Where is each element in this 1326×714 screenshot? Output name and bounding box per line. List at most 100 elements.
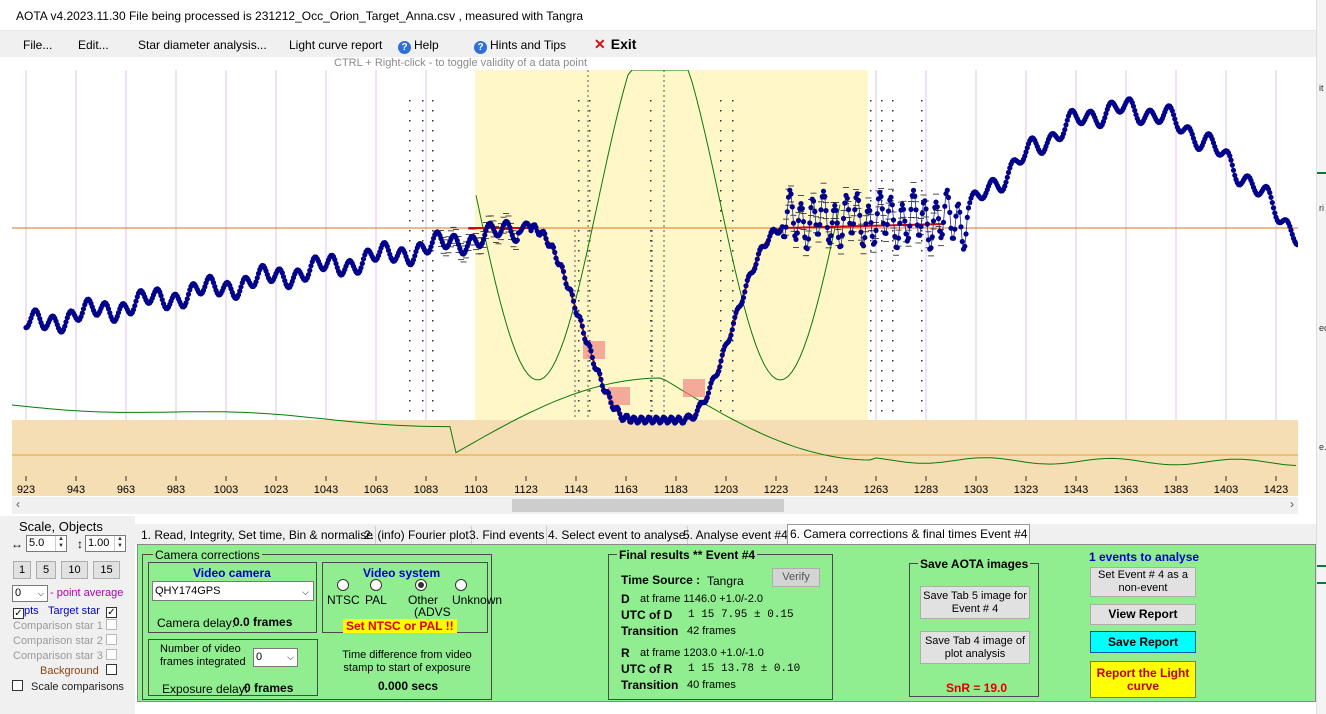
data-point (562, 275, 568, 281)
tab-analyse-event[interactable]: 5. Analyse event #4 (681, 526, 791, 544)
data-point (953, 213, 959, 219)
data-point (385, 247, 392, 253)
guide-dot (432, 370, 434, 372)
radio-unknown[interactable] (455, 579, 467, 591)
scroll-left-icon[interactable]: ‹ (16, 497, 20, 511)
camera-model-select[interactable]: QHY174GPS ⌵ (152, 581, 314, 601)
menu-light-curve-report[interactable]: Light curve report (289, 38, 383, 52)
guide-dot (409, 200, 411, 202)
spinner-arrows-icon[interactable]: ▲ ▼ (114, 536, 125, 551)
guide-dot (589, 310, 591, 312)
zoom-5-button[interactable]: 5 (36, 561, 56, 579)
guide-dot (870, 320, 872, 322)
data-point (925, 237, 932, 243)
plot-scrollbar[interactable]: ‹ › (12, 497, 1298, 514)
save-tab5-image-button[interactable]: Save Tab 5 image for Event # 4 (920, 586, 1030, 619)
data-point (1288, 227, 1294, 233)
checkbox-icon[interactable]: ✓ (106, 607, 117, 618)
data-point (950, 235, 957, 241)
data-point (945, 194, 952, 201)
data-point (805, 236, 812, 242)
tick-band (12, 476, 1298, 496)
guide-dot (422, 270, 424, 272)
guide-dot (921, 130, 923, 132)
background-checkbox[interactable] (106, 664, 117, 676)
tab-read-integrity[interactable]: 1. Read, Integrity, Set time, Bin & norm… (139, 526, 376, 544)
checkbox-icon[interactable] (106, 619, 117, 630)
radio-other[interactable] (415, 579, 427, 591)
comparison-star-3-checkbox[interactable] (106, 649, 117, 661)
data-point (869, 233, 875, 239)
frames-integrated-select[interactable]: 0 ⌵ (253, 648, 298, 667)
checkbox-icon[interactable] (106, 664, 117, 675)
light-curve-plot[interactable]: 923 943 963 983 1003 1023 1043 1063 1083 1103 1123… (12, 70, 1298, 496)
strip-text: ri (1319, 203, 1324, 213)
pts-checkbox[interactable]: ✓pts (13, 605, 39, 619)
zoom-10-button[interactable]: 10 (61, 561, 88, 579)
comparison-star-1-checkbox[interactable] (106, 619, 117, 631)
guide-dot (409, 180, 411, 182)
guide-dot (720, 250, 722, 252)
checkbox-icon[interactable]: ✓ (13, 608, 24, 619)
set-non-event-button[interactable]: Set Event # 4 as a non-event (1090, 567, 1196, 597)
guide-dot (409, 150, 411, 152)
background-label: Background (40, 665, 99, 677)
guide-dot (870, 410, 872, 412)
scroll-thumb[interactable] (512, 499, 784, 512)
guide-dot (921, 380, 923, 382)
guide-dot (921, 400, 923, 402)
checkbox-icon[interactable] (106, 649, 117, 660)
guide-dot (432, 310, 434, 312)
tab-camera-corrections[interactable]: 6. Camera corrections & final times Even… (787, 524, 1031, 544)
tick-label: 1223 (764, 484, 788, 496)
menu-edit[interactable]: Edit... (78, 38, 109, 52)
data-point (955, 201, 962, 207)
tab-find-events[interactable]: 3. Find events (467, 526, 548, 544)
verify-button[interactable]: Verify (772, 568, 820, 587)
menu-help[interactable]: ? Help (398, 38, 439, 54)
zoom-15-button[interactable]: 15 (93, 561, 120, 579)
guide-dot (432, 260, 434, 262)
guide-dot (589, 260, 591, 262)
tab-fourier-plot[interactable]: 2. (info) Fourier plot (362, 526, 472, 544)
target-star-checkbox[interactable]: ✓ (106, 604, 117, 618)
tab-select-event[interactable]: 4. Select event to analyse (546, 526, 689, 544)
data-point (568, 287, 574, 293)
report-light-curve-button[interactable]: Report the Light curve (1090, 661, 1196, 698)
guide-dot (578, 200, 580, 202)
vertical-scale-icon: ↕ (77, 537, 83, 551)
menu-star-diameter[interactable]: Star diameter analysis... (138, 38, 267, 52)
guide-dot (892, 110, 894, 112)
spinner-arrows-icon[interactable]: ▲ ▼ (55, 536, 66, 551)
zoom-1-button[interactable]: 1 (13, 561, 31, 579)
save-tab4-image-button[interactable]: Save Tab 4 image of plot analysis (920, 631, 1030, 664)
guide-dot (720, 340, 722, 342)
tick-label: 1403 (1214, 484, 1238, 496)
guide-dot (578, 380, 580, 382)
scale-comparisons-checkbox[interactable] (12, 680, 23, 692)
data-point (133, 298, 139, 304)
guide-dot (422, 150, 424, 152)
guide-dot (892, 260, 894, 262)
menu-exit[interactable]: ✕ Exit (594, 36, 636, 53)
checkbox-icon[interactable] (12, 680, 23, 691)
comparison-star-2-checkbox[interactable] (106, 634, 117, 646)
menu-file[interactable]: File... (23, 38, 53, 52)
save-report-button[interactable]: Save Report (1090, 631, 1196, 653)
vertical-scale-input[interactable]: 1.00 ▲ ▼ (85, 535, 126, 552)
scroll-right-icon[interactable]: › (1290, 497, 1294, 511)
view-report-button[interactable]: View Report (1090, 604, 1196, 625)
data-point (860, 243, 867, 249)
menu-hints[interactable]: ? Hints and Tips (474, 38, 566, 54)
checkbox-icon[interactable] (106, 634, 117, 645)
camera-corrections-group: Camera corrections Video camera QHY174GP… (142, 548, 502, 700)
point-average-select[interactable]: 0 ⌵ (12, 585, 48, 602)
strip-text: ec (1319, 323, 1326, 333)
radio-pal[interactable] (370, 579, 382, 591)
radio-ntsc[interactable] (337, 579, 349, 591)
data-point (559, 264, 565, 270)
guide-dot (589, 170, 591, 172)
data-point (878, 193, 884, 200)
guide-dot (720, 400, 722, 402)
horizontal-scale-input[interactable]: 5.0 ▲ ▼ (26, 535, 67, 552)
